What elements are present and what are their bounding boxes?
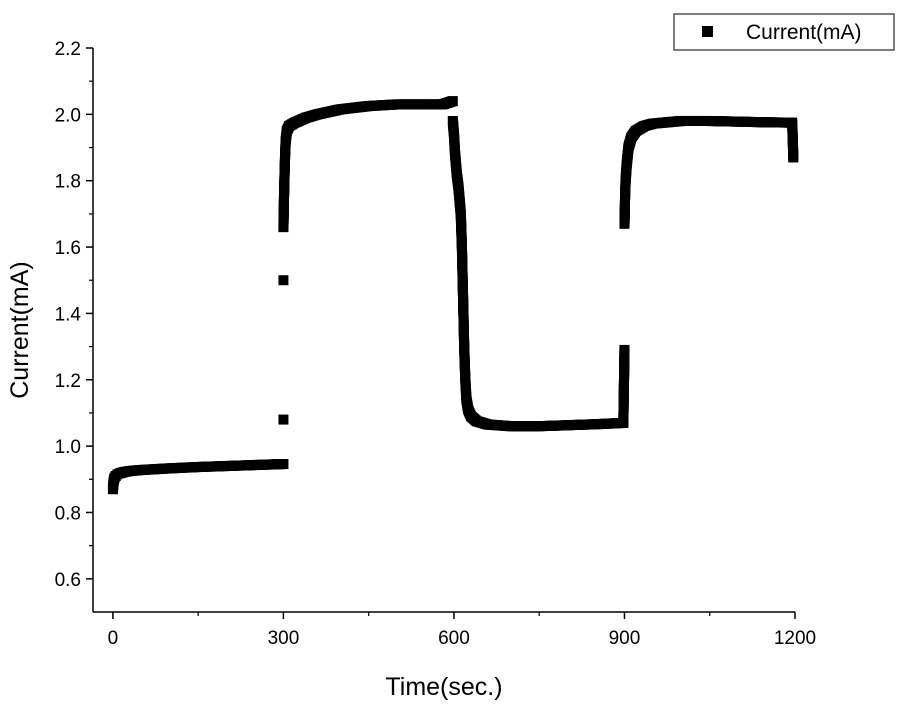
data-point [278, 275, 289, 286]
legend: Current(mA) [673, 13, 895, 51]
x-tick-label: 600 [438, 628, 470, 649]
x-tick-label: 900 [609, 628, 641, 649]
x-axis-title: Time(sec.) [385, 673, 502, 701]
legend-label: Current(mA) [746, 21, 862, 44]
data-point [619, 344, 630, 355]
y-tick-label: 2.2 [55, 39, 81, 60]
legend-marker-icon [702, 26, 713, 37]
y-tick-label: 1.8 [55, 172, 81, 193]
x-axis-ticks: 0 300 600 900 1200 [108, 612, 816, 649]
x-tick-label: 1200 [774, 628, 816, 649]
y-tick-label: 1.4 [55, 304, 82, 325]
x-tick-label: 0 [108, 628, 119, 649]
data-point [788, 152, 799, 163]
y-axis-title: Current(mA) [6, 261, 34, 399]
y-tick-label: 1.0 [55, 437, 81, 458]
y-tick-label: 1.2 [55, 371, 81, 392]
y-tick-label: 0.6 [55, 570, 81, 591]
data-point [447, 96, 458, 107]
x-tick-label: 300 [268, 628, 300, 649]
y-tick-label: 1.6 [55, 238, 81, 259]
data-series-layer [107, 96, 799, 495]
data-point [278, 459, 289, 470]
data-point [278, 414, 289, 425]
y-axis-ticks: 0.6 0.8 1.0 1.2 1.4 1.6 1.8 2.0 2.2 [55, 39, 93, 591]
y-tick-label: 0.8 [55, 503, 81, 524]
y-tick-label: 2.0 [55, 105, 81, 126]
